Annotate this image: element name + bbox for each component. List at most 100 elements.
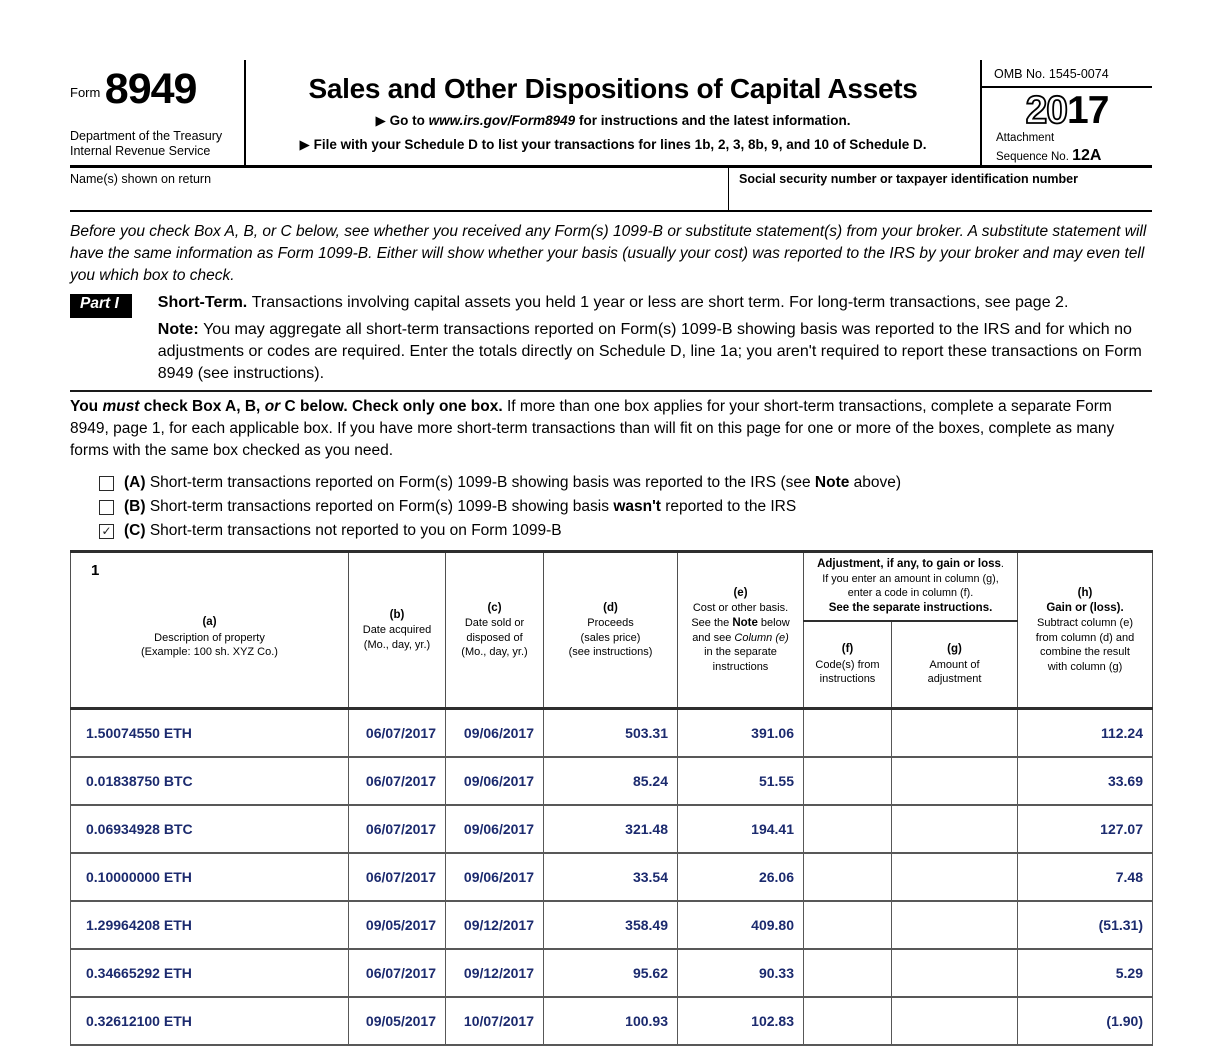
cell-code	[803, 996, 892, 1046]
cell-proceeds: 85.24	[543, 756, 678, 806]
part-1-label: Part I	[70, 294, 132, 318]
header-date-acquired: (b) Date acquired (Mo., day, yr.)	[348, 550, 446, 710]
cell-code	[803, 708, 892, 758]
table-row: 1.29964208 ETH 09/05/2017 09/12/2017 358.49…	[70, 900, 1153, 950]
cell-description: 1.29964208 ETH	[70, 900, 349, 950]
cell-date_acquired: 06/07/2017	[348, 948, 446, 998]
identity-row: Name(s) shown on return Social security …	[70, 165, 1152, 212]
cell-gain: 33.69	[1017, 756, 1153, 806]
cell-date_sold: 09/12/2017	[445, 900, 544, 950]
cell-date_sold: 10/07/2017	[445, 996, 544, 1046]
attachment-label: Attachment	[996, 132, 1055, 144]
cell-proceeds: 503.31	[543, 708, 678, 758]
part-1-body: Short-Term. Transactions involving capit…	[158, 292, 1152, 385]
cell-description: 0.32612100 ETH	[70, 996, 349, 1046]
table-row: 0.32612100 ETH 09/05/2017 10/07/2017 100.93…	[70, 996, 1153, 1046]
form-number-line: Form 8949	[70, 68, 244, 111]
checkbox-c[interactable]: ✓	[99, 523, 114, 539]
header-description: 1 (a) Description of property (Example: …	[70, 550, 349, 710]
cell-adjustment	[891, 756, 1018, 806]
ssn-field[interactable]: Social security number or taxpayer ident…	[728, 168, 1152, 210]
ssn-field-label: Social security number or taxpayer ident…	[739, 172, 1078, 186]
agency-line-2: Internal Revenue Service	[70, 144, 211, 159]
checkbox-a[interactable]	[99, 475, 114, 491]
form-title-block: Sales and Other Dispositions of Capital …	[246, 60, 980, 165]
table-row: 1.50074550 ETH 06/07/2017 09/06/2017 503.31…	[70, 708, 1153, 758]
cell-gain: 127.07	[1017, 804, 1153, 854]
cell-date_acquired: 06/07/2017	[348, 804, 446, 854]
go-to-instruction: ▶ Go to www.irs.gov/Form8949 for instruc…	[375, 113, 851, 128]
file-with-instruction: ▶ File with your Schedule D to list your…	[299, 137, 927, 152]
agency-line-1: Department of the Treasury	[70, 128, 223, 143]
cell-code	[803, 900, 892, 950]
table-row: 0.10000000 ETH 06/07/2017 09/06/2017 33.54 2…	[70, 852, 1153, 902]
table-header: 1 (a) Description of property (Example: …	[70, 550, 1153, 710]
cell-proceeds: 95.62	[543, 948, 678, 998]
header-adjustment-group: Adjustment, if any, to gain or loss. If …	[803, 550, 1018, 622]
cell-date_acquired: 09/05/2017	[348, 996, 446, 1046]
cell-proceeds: 358.49	[543, 900, 678, 950]
cell-date_sold: 09/06/2017	[445, 852, 544, 902]
part-1-note: Note: You may aggregate all short-term t…	[157, 321, 1142, 382]
cell-gain: 5.29	[1017, 948, 1153, 998]
cell-adjustment	[891, 900, 1018, 950]
checkbox-c-label: (C) Short-term transactions not reported…	[124, 522, 562, 539]
tax-year: 2017	[982, 89, 1152, 132]
cell-adjustment	[891, 948, 1018, 998]
checkbox-row-b: (B) Short-term transactions reported on …	[99, 495, 1152, 519]
cell-adjustment	[891, 708, 1018, 758]
cell-cost: 26.06	[677, 852, 804, 902]
cell-gain: (51.31)	[1017, 900, 1153, 950]
cell-cost: 90.33	[677, 948, 804, 998]
name-field[interactable]: Name(s) shown on return	[70, 168, 728, 210]
cell-description: 0.06934928 BTC	[70, 804, 349, 854]
sequence-number: 12A	[1072, 146, 1102, 164]
form-number: 8949	[104, 65, 198, 113]
header-codes: (f) Code(s) from instructions	[803, 620, 892, 710]
table-row: 0.06934928 BTC 06/07/2017 09/06/2017 321.48…	[70, 804, 1153, 854]
header-adjustment-amount: (g) Amount of adjustment	[891, 620, 1018, 710]
cell-code	[803, 756, 892, 806]
cell-date_sold: 09/06/2017	[445, 804, 544, 854]
cell-adjustment	[891, 996, 1018, 1046]
cell-cost: 51.55	[677, 756, 804, 806]
tax-year-bold: 17	[1067, 89, 1109, 132]
name-field-label: Name(s) shown on return	[70, 172, 212, 186]
attachment-sequence: Attachment Sequence No. 12A	[982, 131, 1152, 167]
cell-date_sold: 09/06/2017	[445, 708, 544, 758]
header-cost-basis: (e) Cost or other basis. See the Note be…	[677, 550, 804, 710]
broker-statement-note: Before you check Box A, B, or C below, s…	[70, 223, 1147, 284]
cell-gain: 112.24	[1017, 708, 1153, 758]
cell-code	[803, 948, 892, 998]
sequence-line: Sequence No. 12A	[996, 146, 1102, 164]
form-word: Form	[70, 85, 101, 100]
checkbox-row-a: (A) Short-term transactions reported on …	[99, 471, 1152, 495]
cell-date_acquired: 06/07/2017	[348, 756, 446, 806]
cell-date_acquired: 06/07/2017	[348, 708, 446, 758]
omb-number: OMB No. 1545-0074	[982, 60, 1152, 88]
agency-name: Department of the Treasury Internal Reve…	[70, 129, 244, 165]
box-options: (A) Short-term transactions reported on …	[70, 471, 1152, 543]
cell-proceeds: 321.48	[543, 804, 678, 854]
section-divider	[70, 390, 1152, 392]
table-row: 0.01838750 BTC 06/07/2017 09/06/2017 85.24 5…	[70, 756, 1153, 806]
checkbox-b[interactable]	[99, 499, 114, 515]
box-check-instructions: You must check Box A, B, or C below. Che…	[70, 398, 1115, 459]
checkbox-row-c: ✓ (C) Short-term transactions not report…	[99, 519, 1152, 543]
cell-gain: (1.90)	[1017, 996, 1153, 1046]
page-title: Sales and Other Dispositions of Capital …	[308, 73, 918, 104]
transactions-body: 1.50074550 ETH 06/07/2017 09/06/2017 503.31…	[70, 708, 1153, 1046]
transactions-table: 1 (a) Description of property (Example: …	[70, 550, 1153, 1046]
cell-adjustment	[891, 804, 1018, 854]
cell-date_sold: 09/06/2017	[445, 756, 544, 806]
omb-year-block: OMB No. 1545-0074 2017 Attachment Sequen…	[980, 60, 1152, 165]
cell-proceeds: 33.54	[543, 852, 678, 902]
table-row: 0.34665292 ETH 06/07/2017 09/12/2017 95.62 9…	[70, 948, 1153, 998]
cell-description: 1.50074550 ETH	[70, 708, 349, 758]
form-number-block: Form 8949 Department of the Treasury Int…	[70, 60, 246, 165]
line-number: 1	[91, 562, 100, 579]
checkbox-a-label: (A) Short-term transactions reported on …	[124, 474, 902, 491]
cell-cost: 391.06	[677, 708, 804, 758]
checkbox-b-label: (B) Short-term transactions reported on …	[124, 498, 797, 515]
cell-description: 0.34665292 ETH	[70, 948, 349, 998]
